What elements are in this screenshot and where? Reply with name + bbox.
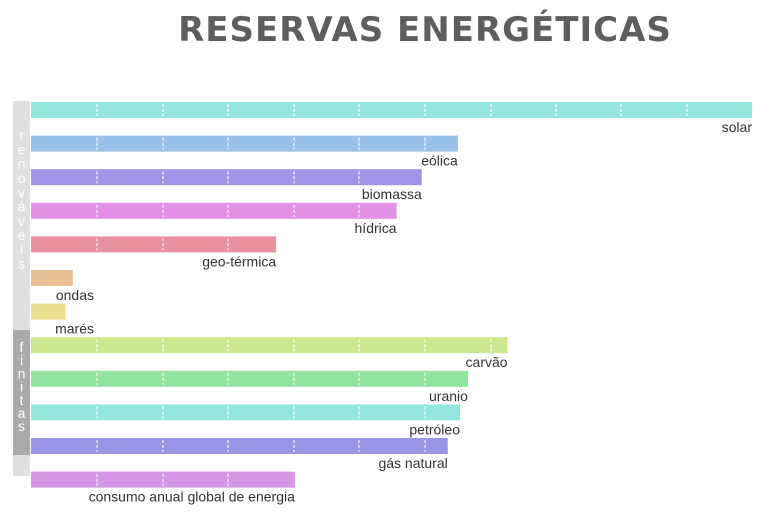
group-label-letter: f [20,339,24,355]
group-label-letter: s [18,256,25,272]
bar-label-9: uranio [429,388,468,404]
bar-8 [31,337,508,354]
bar-label-5: geo-térmica [202,253,276,269]
bar-label-6: ondas [56,287,94,303]
bar-label-7: marés [55,321,94,337]
group-label-letter: v [18,213,25,229]
bar-10 [31,404,460,421]
group-band-1 [13,101,30,330]
bar-6 [31,270,73,286]
bar-3 [31,169,422,186]
bar-label-8: carvão [466,354,508,370]
bar-label-10: petróleo [409,421,460,437]
bar-4 [31,202,397,219]
group-label-letter: i [20,352,23,368]
bar-5 [31,236,277,253]
bar-1 [31,102,752,118]
bar-7 [31,303,66,320]
bar-11 [31,438,448,454]
bar-label-4: hídrica [355,220,397,236]
group-label-letter: o [18,170,26,186]
bar-label-12: consumo anual global de energia [89,489,295,505]
group-label-letter: a [18,405,26,421]
group-label-letter: n [18,156,26,172]
chart-title: RESERVAS ENERGÉTICAS [178,10,672,50]
bar-label-3: biomassa [362,186,422,202]
bar-label-2: eólica [421,153,458,169]
group-label-letter: n [18,365,26,381]
group-label-letter: v [18,184,25,200]
group-label-letter: e [18,227,26,243]
group-label-letter: t [20,392,24,408]
bar-label-11: gás natural [378,455,447,471]
group-label-letter: r [19,127,24,143]
bar-label-1: solar [722,119,753,135]
group-label-letter: s [18,418,25,434]
group-label-letter: e [18,141,26,157]
group-label-letter: á [18,199,26,215]
group-label-letter: i [20,379,23,395]
bar-2 [31,135,458,152]
group-label-letter: i [20,241,23,257]
group-band-2 [13,330,30,455]
